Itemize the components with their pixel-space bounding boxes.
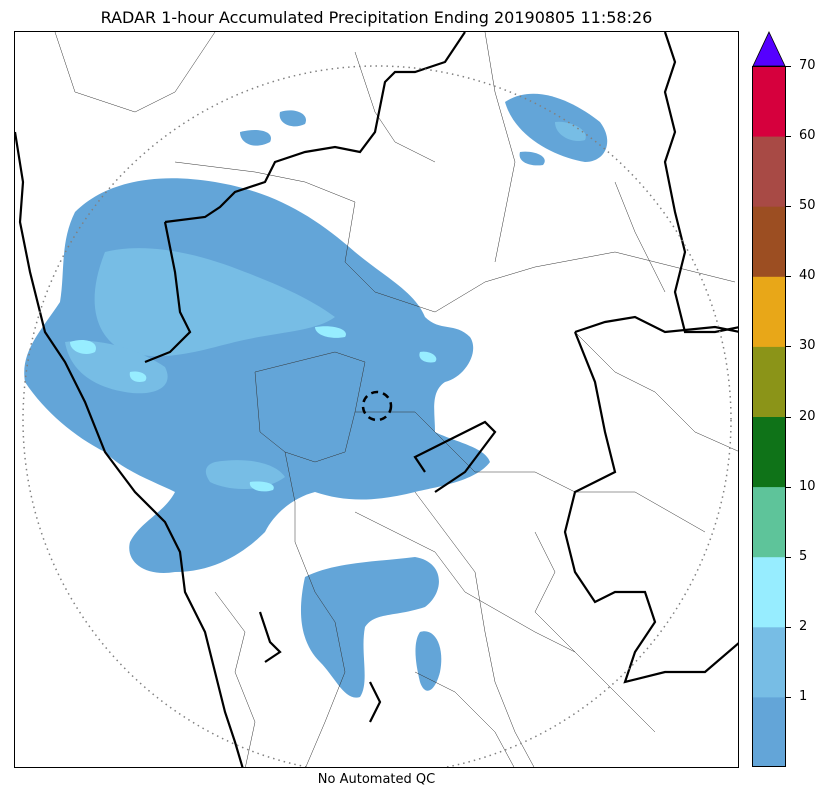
district-line [354, 51, 436, 163]
state-border-west [144, 221, 192, 364]
state-border-enclave [413, 420, 497, 493]
colorbar-segment [752, 346, 786, 417]
precip-cell-south [300, 557, 439, 698]
state-border-fragment-2 [369, 681, 382, 723]
colorbar-extend-arrow [752, 31, 786, 67]
precip-mod-3 [205, 460, 285, 489]
colorbar-tick-label: 20 [799, 408, 816, 424]
colorbar-border [752, 66, 786, 767]
district-line [354, 511, 656, 733]
state-border-north [164, 32, 466, 224]
colorbar-tick-label: 5 [799, 548, 808, 564]
district-line [574, 331, 738, 452]
state-boundaries [15, 32, 738, 767]
colorbar-tick-mark [786, 486, 791, 488]
colorbar-tick-label: 2 [799, 618, 808, 634]
state-border-east-2 [574, 315, 738, 334]
colorbar-segment [752, 206, 786, 277]
colorbar-tick-label: 1 [799, 688, 808, 704]
district-line [534, 531, 576, 653]
district-line [355, 411, 706, 533]
precip-cell-n2 [279, 110, 306, 127]
colorbar-segment [752, 276, 786, 347]
colorbar-segment [752, 136, 786, 207]
colorbar-tick-mark [786, 276, 791, 278]
state-border-east [663, 32, 738, 334]
colorbar-tick-mark [786, 626, 791, 628]
colorbar-tick-mark [786, 416, 791, 418]
precip-cell-n1 [240, 130, 271, 146]
colorbar-segment [752, 626, 786, 698]
precip-heavy-5 [419, 351, 437, 363]
district-line [174, 161, 736, 313]
colorbar-segment [752, 416, 786, 488]
precip-heavy-2 [129, 371, 147, 382]
state-border-south-east [563, 331, 738, 684]
district-line [284, 451, 346, 767]
precip-light [24, 93, 608, 698]
colorbar-tick-mark [786, 696, 791, 698]
district-line [214, 591, 256, 767]
radar-map [14, 31, 739, 768]
colorbar-segment [752, 66, 786, 137]
precip-cell-south-2 [415, 631, 442, 691]
precip-heavy-1 [70, 340, 96, 354]
radar-site-marker [361, 390, 393, 422]
colorbar-segment [752, 696, 786, 767]
colorbar-tick-label: 60 [799, 128, 816, 144]
precip-heavy [70, 326, 437, 492]
precip-mod-1 [94, 248, 335, 357]
district-line [254, 351, 366, 463]
precip-cell-ne [505, 93, 608, 162]
colorbar-tick-mark [786, 136, 791, 138]
precip-cell-ne2 [519, 151, 545, 166]
colorbar [752, 66, 786, 767]
coastline [15, 131, 244, 767]
colorbar-tick-mark [786, 206, 791, 208]
plot-title: RADAR 1-hour Accumulated Precipitation E… [100, 8, 653, 27]
range-ring [22, 65, 732, 767]
district-line [614, 181, 666, 293]
colorbar-tick-mark [786, 346, 791, 348]
colorbar-tick-label: 10 [799, 478, 816, 494]
district-line [54, 32, 216, 113]
colorbar-tick-label: 40 [799, 268, 816, 284]
state-border-fragment [258, 611, 282, 663]
colorbar-tick-label: 70 [799, 58, 816, 73]
colorbar-segment [752, 556, 786, 628]
district-line [414, 671, 515, 767]
colorbar-tick-label: 50 [799, 198, 816, 214]
extend-triangle [752, 31, 786, 67]
colorbar-tick-mark [786, 556, 791, 558]
colorbar-segment [752, 486, 786, 558]
precip-mod-4 [555, 121, 586, 142]
qc-label: No Automated QC [317, 772, 436, 787]
district-line [484, 32, 516, 263]
colorbar-tick-mark [786, 66, 791, 67]
district-boundaries [54, 32, 738, 767]
precip-heavy-3 [249, 481, 274, 492]
precip-heavy-4 [315, 326, 346, 338]
district-line [414, 491, 535, 767]
map-canvas [15, 32, 738, 767]
colorbar-tick-label: 30 [799, 338, 816, 354]
